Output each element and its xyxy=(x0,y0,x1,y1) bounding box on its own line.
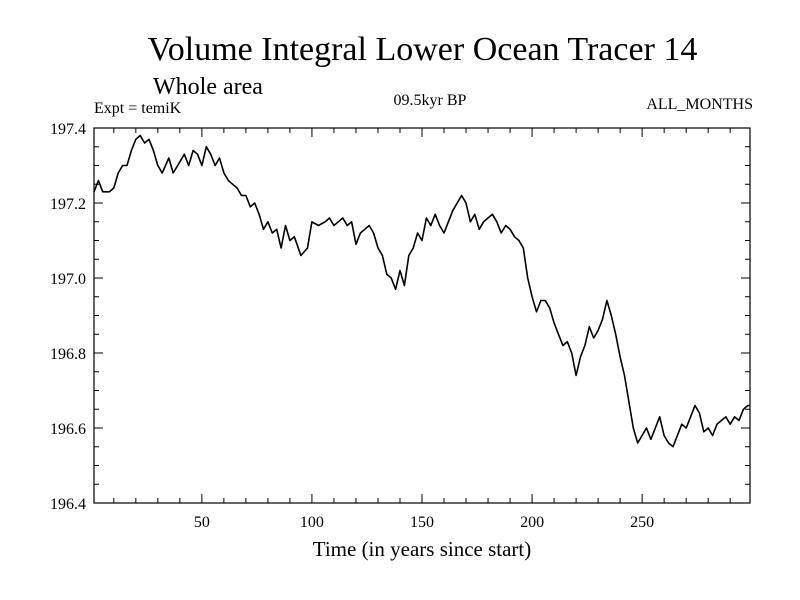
x-axis-label: Time (in years since start) xyxy=(313,537,532,561)
y-tick-label: 197.0 xyxy=(50,271,86,288)
y-tick-label: 197.4 xyxy=(50,121,86,138)
plot-frame xyxy=(93,127,751,504)
period-label: 09.5kyr BP xyxy=(393,92,467,109)
x-tick-label: 200 xyxy=(520,514,544,531)
series-line xyxy=(93,134,750,448)
chart-subtitle: Whole area xyxy=(153,74,263,100)
x-tick-label: 100 xyxy=(300,514,324,531)
y-tick-label: 196.4 xyxy=(50,496,86,513)
y-tick-label: 196.8 xyxy=(50,346,86,363)
x-tick-label: 150 xyxy=(410,514,434,531)
chart-title: Volume Integral Lower Ocean Tracer 14 xyxy=(147,31,698,68)
x-tick-label: 50 xyxy=(194,514,210,531)
y-tick-label: 197.2 xyxy=(50,196,86,213)
experiment-label: Expt = temiK xyxy=(94,100,182,117)
y-tick-labels: 196.4 196.6 196.8 197.0 197.2 197.4 xyxy=(50,121,86,513)
months-label: ALL_MONTHS xyxy=(646,96,753,113)
axis-ticks xyxy=(94,128,750,503)
y-tick-label: 196.6 xyxy=(50,421,86,438)
x-tick-labels: 50 100 150 200 250 xyxy=(194,514,654,531)
x-tick-label: 250 xyxy=(630,514,654,531)
